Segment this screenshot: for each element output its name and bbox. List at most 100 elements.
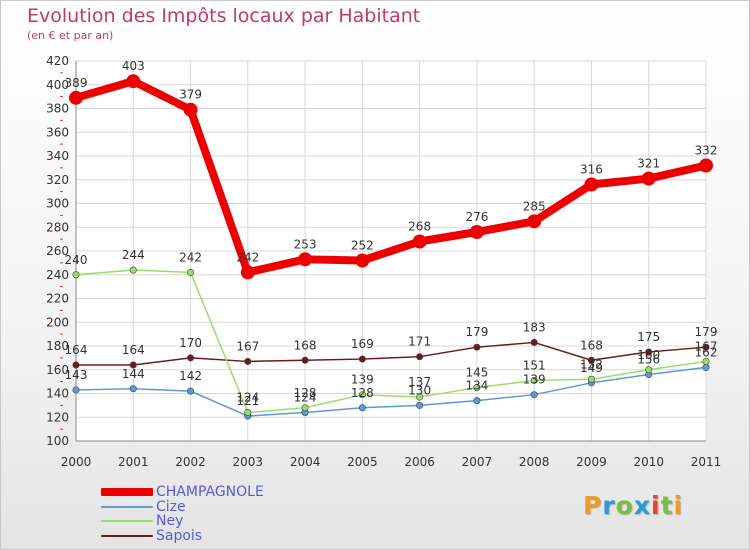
data-label-sapois: 169 <box>351 337 374 351</box>
data-label-cize: 121 <box>236 394 259 408</box>
legend-label: Cize <box>156 498 186 515</box>
legend-swatch <box>101 534 153 537</box>
data-label-champagnole: 332 <box>695 144 718 158</box>
data-point-champagnole <box>699 158 713 173</box>
series-line-ney <box>75 269 707 414</box>
data-label-champagnole: 316 <box>580 163 603 177</box>
data-point-cize <box>358 404 366 412</box>
y-tick-label: 200 <box>46 315 69 329</box>
series-line-sapois <box>75 341 707 366</box>
data-label-champagnole: 268 <box>408 220 431 234</box>
data-label-cize: 130 <box>408 383 431 397</box>
legend-item-ney: Ney <box>101 514 264 529</box>
y-tick-label: 420 <box>46 54 69 68</box>
x-tick-label: 2004 <box>290 455 321 469</box>
data-point-sapois <box>702 343 710 351</box>
x-tick-label: 2006 <box>404 455 435 469</box>
legend-swatch <box>101 520 153 523</box>
data-point-champagnole <box>584 177 599 192</box>
legend-label: Sapois <box>156 527 203 544</box>
x-tick-label: 2001 <box>118 455 149 469</box>
data-point-champagnole <box>641 171 656 186</box>
data-point-cize <box>129 385 137 393</box>
data-label-sapois: 170 <box>179 336 202 350</box>
data-point-champagnole <box>355 253 370 268</box>
data-point-ney <box>129 266 137 274</box>
y-tick-label: 400 <box>46 78 69 92</box>
x-tick-label: 2010 <box>633 455 664 469</box>
legend-label: CHAMPAGNOLE <box>156 484 264 501</box>
legend-swatch <box>101 488 153 497</box>
data-label-champagnole: 276 <box>465 210 488 224</box>
y-tick-label: 380 <box>46 102 69 116</box>
data-point-sapois <box>301 356 309 364</box>
data-label-cize: 149 <box>580 361 603 375</box>
data-point-cize <box>530 391 538 399</box>
data-point-cize <box>187 387 195 395</box>
data-label-ney: 244 <box>122 248 145 262</box>
data-label-ney: 124 <box>236 391 259 405</box>
data-point-champagnole <box>240 265 255 280</box>
data-point-champagnole <box>69 90 83 105</box>
data-label-cize: 124 <box>294 391 317 405</box>
data-label-ney: 160 <box>637 348 660 362</box>
data-label-sapois: 167 <box>236 339 259 353</box>
y-tick-label: 320 <box>46 173 69 187</box>
y-tick-label: 160 <box>46 363 69 377</box>
data-point-cize <box>702 363 710 371</box>
data-point-sapois <box>416 353 424 361</box>
data-label-cize: 143 <box>65 368 88 382</box>
data-label-ney: 240 <box>65 253 88 267</box>
data-point-ney <box>473 384 481 392</box>
data-point-ney <box>358 391 366 399</box>
data-label-champagnole: 379 <box>179 88 202 102</box>
data-point-cize <box>416 401 424 409</box>
data-label-cize: 162 <box>695 345 718 359</box>
data-point-champagnole <box>298 252 313 267</box>
legend-swatch <box>101 505 153 508</box>
chart-title: Evolution des Impôts locaux par Habitant <box>27 5 421 27</box>
x-tick-label: 2008 <box>519 455 550 469</box>
data-label-ney: 145 <box>465 366 488 380</box>
data-point-ney <box>301 404 309 412</box>
y-tick-label: 100 <box>46 434 69 448</box>
x-tick-label: 2000 <box>61 455 92 469</box>
proxiti-logo: Proxiti <box>583 491 684 520</box>
legend-item-champagnole: CHAMPAGNOLE <box>101 485 264 500</box>
data-label-champagnole: 403 <box>122 59 145 73</box>
data-point-sapois <box>587 356 595 364</box>
data-label-cize: 142 <box>179 369 202 383</box>
data-label-sapois: 171 <box>408 335 431 349</box>
data-label-champagnole: 389 <box>65 76 88 90</box>
y-tick-label: 180 <box>46 339 69 353</box>
data-label-cize: 128 <box>351 386 374 400</box>
data-label-sapois: 164 <box>65 343 88 357</box>
data-label-cize: 134 <box>465 379 488 393</box>
data-point-sapois <box>530 338 538 346</box>
chart-subtitle: (en € et par an) <box>27 29 114 42</box>
y-tick-label: 140 <box>46 387 69 401</box>
data-label-ney: 151 <box>523 358 546 372</box>
data-label-sapois: 168 <box>580 338 603 352</box>
y-tick-label: 240 <box>46 268 69 282</box>
data-label-champagnole: 253 <box>294 237 317 251</box>
data-point-sapois <box>244 357 252 365</box>
data-point-sapois <box>187 354 195 362</box>
data-label-ney: 128 <box>294 386 317 400</box>
data-point-ney <box>702 357 710 365</box>
y-tick-label: 340 <box>46 149 69 163</box>
data-point-ney <box>587 375 595 383</box>
data-point-champagnole <box>469 225 484 239</box>
data-label-sapois: 179 <box>695 325 718 339</box>
x-tick-label: 2009 <box>576 455 607 469</box>
data-point-ney <box>416 393 424 401</box>
y-tick-label: 220 <box>46 292 69 306</box>
x-tick-label: 2007 <box>462 455 493 469</box>
data-label-ney: 139 <box>351 373 374 387</box>
series-line-cize <box>75 366 707 417</box>
legend-item-cize: Cize <box>101 500 264 515</box>
data-label-cize: 144 <box>122 367 145 381</box>
data-label-ney: 242 <box>179 250 202 264</box>
data-label-champagnole: 252 <box>351 239 374 253</box>
